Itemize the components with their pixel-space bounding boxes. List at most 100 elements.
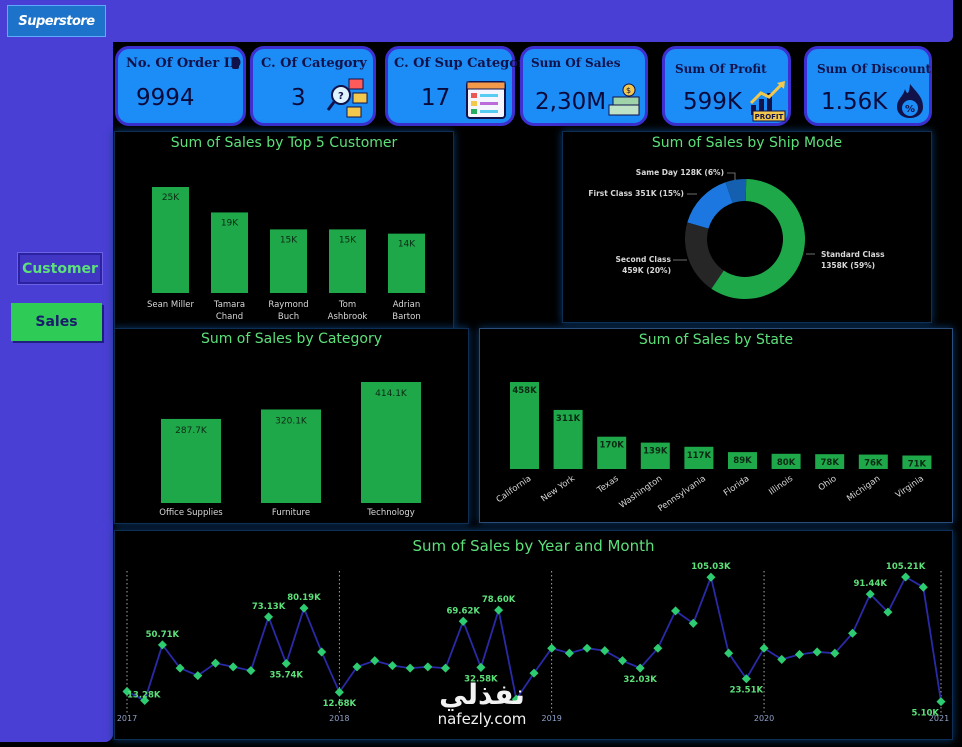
category-label: Illinois [767, 474, 795, 498]
point[interactable] [794, 649, 804, 659]
chart-title: Sum of Sales by Top 5 Customer [170, 135, 398, 151]
category-label: Ashbrook [328, 312, 368, 322]
data-label: 15K [339, 235, 357, 245]
point[interactable] [617, 656, 628, 666]
slice-label: First Class 351K (15%) [588, 189, 684, 198]
kpi-title: Sum Of Discount [817, 62, 932, 76]
point[interactable] [458, 616, 468, 626]
ship-mode-donut-chart: Standard Class 1358K (59%) Second Class 459… [588, 168, 885, 299]
category-label: Texas [595, 474, 621, 497]
point-label: 13.28K [127, 690, 161, 700]
year-label: 2017 [117, 714, 137, 723]
kpi-title: C. Of Category [261, 56, 367, 71]
category-label: Raymond [268, 300, 308, 310]
data-label: 139K [643, 447, 668, 457]
bar[interactable] [597, 436, 627, 469]
bar[interactable] [270, 229, 307, 293]
point[interactable] [317, 647, 327, 657]
point[interactable] [706, 572, 716, 582]
category-label: Florida [722, 474, 751, 499]
bar[interactable] [329, 229, 366, 293]
point[interactable] [936, 697, 946, 707]
slice[interactable] [711, 179, 805, 299]
point[interactable] [440, 663, 451, 673]
slice-label: Same Day 128K (6%) [636, 168, 724, 177]
superstore-logo[interactable]: Superstore [7, 5, 106, 37]
point[interactable] [918, 582, 928, 592]
point[interactable] [476, 662, 486, 672]
point[interactable] [122, 686, 132, 696]
category-label: Sean Miller [147, 300, 195, 310]
slice[interactable] [725, 179, 747, 204]
point[interactable] [387, 661, 397, 671]
kpi-value: 17 [421, 85, 451, 111]
panel-state: Sum of Sales by State 458K California 311K… [479, 328, 953, 523]
point[interactable] [812, 647, 822, 657]
bar[interactable] [361, 382, 421, 503]
bar[interactable] [211, 212, 248, 293]
point[interactable] [246, 666, 256, 676]
point[interactable] [635, 663, 645, 673]
bar[interactable] [152, 187, 189, 293]
bar[interactable] [388, 233, 425, 293]
bar[interactable] [510, 382, 539, 469]
bar[interactable] [161, 418, 221, 503]
chart-title: Sum of Sales by State [638, 332, 794, 348]
chart-title: Sum of Sales by Year and Month [412, 537, 655, 555]
point[interactable] [405, 663, 415, 673]
kpi-title: Sum Of Profit [675, 62, 767, 76]
kpi-title: Sum Of Sales [531, 56, 621, 70]
point[interactable] [228, 662, 238, 672]
point[interactable] [370, 656, 380, 666]
point[interactable] [901, 572, 911, 582]
year-label: 2019 [542, 714, 562, 723]
point[interactable] [883, 607, 893, 617]
category-label: New York [539, 474, 577, 505]
data-label: 14K [398, 240, 416, 250]
point[interactable] [281, 658, 291, 669]
point[interactable] [352, 662, 362, 672]
point-label: 5.10K [911, 709, 939, 719]
panel-ship-mode: Sum of Sales by Ship Mode Standard Class… [562, 131, 932, 323]
slice-label: Standard Class [821, 250, 885, 259]
nav-customer-button[interactable]: Customer [18, 253, 102, 284]
panel-category: Sum of Sales by Category 287.7K Office Su… [114, 328, 469, 524]
point[interactable] [600, 646, 610, 656]
point[interactable] [564, 648, 574, 658]
point[interactable] [582, 643, 592, 653]
nav-sales-button[interactable]: Sales [11, 303, 102, 341]
bar[interactable] [684, 446, 714, 469]
bar[interactable] [553, 409, 583, 469]
point[interactable] [777, 654, 787, 664]
bar[interactable] [771, 453, 801, 469]
category-label: Office Supplies [159, 508, 223, 518]
bar[interactable] [858, 454, 888, 469]
bar[interactable] [728, 452, 757, 469]
slice-label: 1358K (59%) [821, 261, 875, 270]
category-label: Pennsylvania [656, 474, 707, 514]
point[interactable] [264, 612, 274, 622]
kpi-discount-sum: Sum Of Discount 1.56K % [804, 46, 932, 126]
point[interactable] [193, 671, 203, 681]
kpi-title: C. Of Sup Category [394, 56, 533, 71]
slice[interactable] [687, 182, 733, 229]
bar[interactable] [815, 454, 845, 469]
point[interactable] [299, 603, 309, 613]
slice[interactable] [685, 222, 724, 289]
category-label: Furniture [272, 508, 310, 518]
point[interactable] [759, 643, 769, 653]
bar[interactable] [640, 442, 670, 469]
kpi-title: No. Of Order ID [126, 56, 242, 71]
point[interactable] [157, 640, 167, 650]
point-label: 73.13K [252, 602, 286, 612]
bar[interactable] [902, 455, 932, 469]
category-label: Buch [278, 312, 299, 322]
data-label: 414.1K [375, 389, 408, 399]
point[interactable] [423, 662, 433, 672]
slice-label: Second Class [616, 255, 672, 264]
point-label: 69.62K [446, 606, 480, 616]
bar[interactable] [261, 409, 321, 503]
point[interactable] [494, 605, 504, 615]
data-label: 311K [556, 414, 581, 424]
data-label: 71K [908, 460, 927, 470]
